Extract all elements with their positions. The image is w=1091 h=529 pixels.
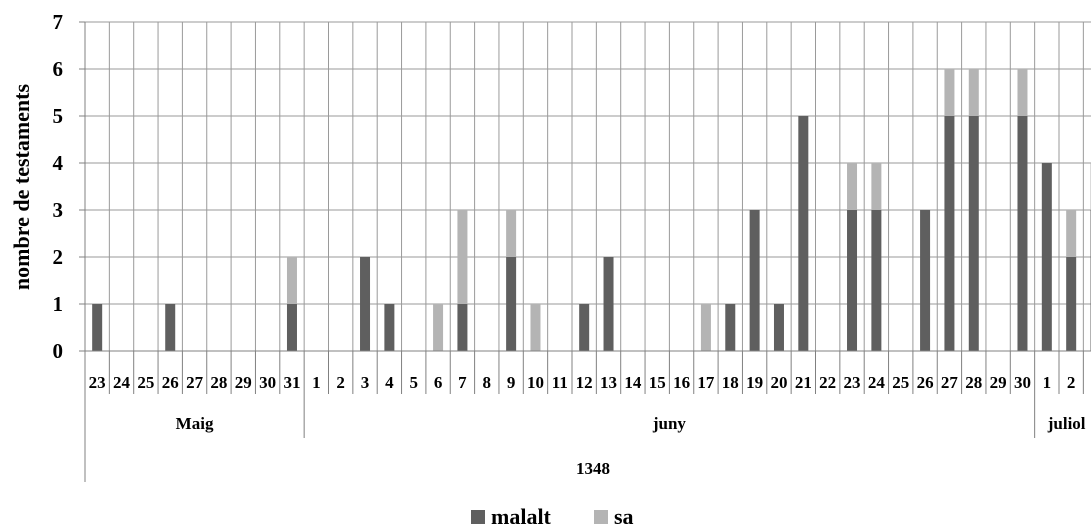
y-axis-label: nombre de testaments [9, 84, 34, 291]
x-category-label: 9 [507, 373, 516, 392]
x-category-label: 1 [1043, 373, 1052, 392]
x-category-label: 24 [113, 373, 131, 392]
y-tick-label: 3 [53, 198, 64, 222]
bar-malalt [749, 210, 760, 351]
bar-malalt [968, 116, 979, 351]
x-category-label: 26 [917, 373, 934, 392]
x-category-label: 24 [868, 373, 886, 392]
y-tick-label: 2 [53, 245, 64, 269]
x-category-label: 29 [990, 373, 1007, 392]
bar-sa [1066, 210, 1077, 257]
y-tick-labels: 0 1 2 3 4 5 6 7 [53, 10, 64, 363]
y-tick-label: 7 [53, 10, 64, 34]
x-category-label: 2 [1067, 373, 1076, 392]
bar-malalt [506, 257, 517, 351]
bar-malalt [360, 257, 371, 351]
x-category-label: 4 [385, 373, 394, 392]
x-category-label: 23 [844, 373, 861, 392]
legend-label-malalt: malalt [491, 504, 552, 529]
bar-malalt [773, 304, 784, 351]
bar-sa [944, 69, 955, 116]
x-category-label: 8 [483, 373, 492, 392]
bar-sa [286, 257, 297, 304]
bar-sa [968, 69, 979, 116]
axes [79, 21, 1091, 482]
x-category-label: 20 [770, 373, 787, 392]
bar-malalt [579, 304, 590, 351]
bar-malalt [725, 304, 736, 351]
legend: malalt sa [471, 504, 634, 529]
bar-malalt [1017, 116, 1028, 351]
y-tick-label: 6 [53, 57, 64, 81]
x-category-label: 3 [361, 373, 370, 392]
grid [85, 21, 1091, 351]
x-category-label: 15 [649, 373, 666, 392]
x-category-label: 30 [259, 373, 276, 392]
legend-swatch-sa [594, 510, 608, 524]
x-category-label: 16 [673, 373, 690, 392]
x-category-label: 21 [795, 373, 812, 392]
bars [92, 69, 1091, 351]
bar-sa [700, 304, 711, 351]
month-label: Maig [176, 414, 214, 433]
x-category-label: 14 [624, 373, 642, 392]
month-label: juliol [1047, 414, 1086, 433]
month-label: juny [652, 414, 687, 433]
y-tick-label: 0 [53, 339, 64, 363]
x-category-label: 7 [458, 373, 467, 392]
x-category-label: 12 [576, 373, 593, 392]
bar-malalt [457, 304, 468, 351]
x-category-label: 28 [965, 373, 982, 392]
y-tick-label: 1 [53, 292, 64, 316]
x-category-label: 17 [697, 373, 715, 392]
bar-sa [433, 304, 444, 351]
bar-malalt [165, 304, 176, 351]
bar-malalt [871, 210, 882, 351]
x-category-label: 2 [336, 373, 345, 392]
bar-malalt [798, 116, 809, 351]
x-category-label: 13 [600, 373, 617, 392]
bar-malalt [944, 116, 955, 351]
x-category-label: 28 [210, 373, 227, 392]
legend-label-sa: sa [614, 504, 634, 529]
x-category-label: 1 [312, 373, 321, 392]
bar-sa [506, 210, 517, 257]
y-tick-label: 4 [53, 151, 64, 175]
bar-sa [871, 163, 882, 210]
x-category-label: 25 [892, 373, 909, 392]
x-category-label: 25 [137, 373, 154, 392]
bar-malalt [920, 210, 931, 351]
legend-swatch-malalt [471, 510, 485, 524]
x-category-label: 18 [722, 373, 739, 392]
x-category-label: 5 [409, 373, 418, 392]
x-category-label: 23 [89, 373, 106, 392]
bar-sa [530, 304, 541, 351]
year-label: 1348 [576, 459, 610, 478]
bar-malalt [1066, 257, 1077, 351]
bar-sa [457, 210, 468, 304]
bar-malalt [384, 304, 395, 351]
x-category-label: 10 [527, 373, 544, 392]
bar-malalt [1041, 163, 1052, 351]
x-category-label: 26 [162, 373, 179, 392]
bar-sa [1017, 69, 1028, 116]
x-category-label: 27 [941, 373, 959, 392]
bar-malalt [847, 210, 858, 351]
x-category-label: 6 [434, 373, 443, 392]
bar-malalt [603, 257, 614, 351]
x-category-labels: 23 24 25 26 27 28 29 30 31 1 2 3 4 5 6 7 8 9 10 11 12 13 14 15 1… [89, 373, 1076, 392]
x-category-label: 31 [283, 373, 300, 392]
x-category-label: 27 [186, 373, 204, 392]
x-category-label: 29 [235, 373, 252, 392]
x-category-label: 30 [1014, 373, 1031, 392]
bar-malalt [92, 304, 103, 351]
x-category-label: 22 [819, 373, 836, 392]
bar-malalt [286, 304, 297, 351]
y-tick-label: 5 [53, 104, 64, 128]
bar-sa [847, 163, 858, 210]
x-category-label: 19 [746, 373, 763, 392]
x-category-label: 11 [552, 373, 568, 392]
month-labels: Maig juny juliol [176, 414, 1086, 433]
